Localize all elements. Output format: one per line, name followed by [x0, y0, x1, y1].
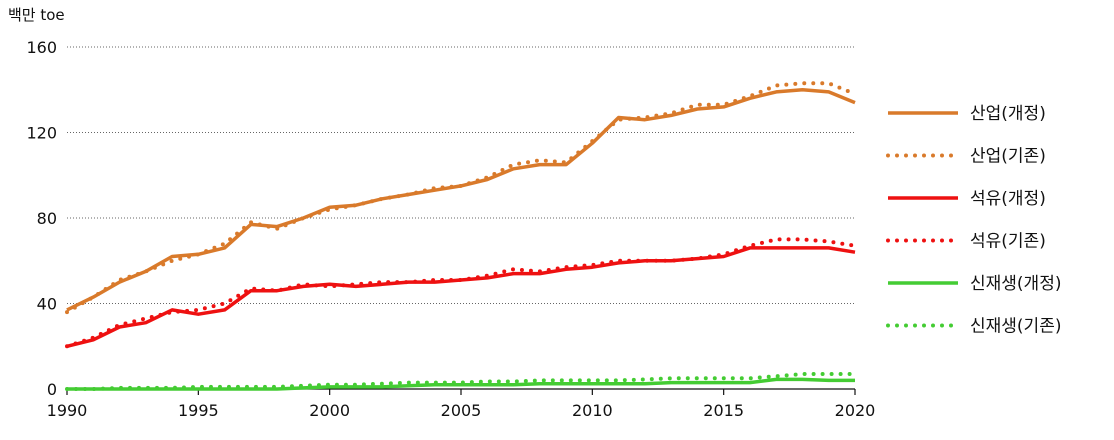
legend-label-5: 신재생(개정) — [970, 274, 1061, 294]
x-axis: 1990 1995 2000 2005 2010 2015 2020 — [47, 388, 876, 420]
y-tick-label: 40 — [37, 295, 57, 314]
y-tick-label: 160 — [26, 38, 57, 57]
x-tick-label: 2010 — [572, 401, 613, 420]
legend: 산업(개정) 산업(기존) 석유(개정) 석유(기존) 신재생(개정) 신재생(기존) — [886, 104, 1061, 337]
x-tick-label: 1990 — [47, 401, 88, 420]
x-tick-label: 1995 — [178, 401, 219, 420]
series-line-4 — [65, 237, 857, 349]
legend-label-4: 석유(기존) — [970, 232, 1046, 252]
y-tick-label: 0 — [47, 380, 57, 399]
y-tick-label: 80 — [37, 209, 57, 228]
x-tick-label: 2015 — [703, 401, 744, 420]
legend-label-3: 석유(개정) — [970, 189, 1046, 209]
legend-label-6: 신재생(기존) — [970, 317, 1061, 337]
legend-label-1: 산업(개정) — [970, 104, 1046, 124]
x-tick-label: 2005 — [441, 401, 482, 420]
series-lines — [65, 81, 857, 391]
y-tick-labels: 0 40 80 120 160 — [26, 38, 57, 399]
series-line-1 — [66, 88, 856, 312]
series-line-2 — [65, 81, 857, 315]
grid-lines — [67, 46, 855, 304]
x-tick-label: 2020 — [835, 401, 876, 420]
series-line-6 — [65, 372, 857, 391]
series-line-5 — [67, 377, 855, 391]
y-axis-unit-label: 백만 toe — [8, 6, 65, 24]
series-line-3 — [66, 246, 856, 348]
y-tick-label: 120 — [26, 124, 57, 143]
x-tick-label: 2000 — [309, 401, 350, 420]
legend-label-2: 산업(기존) — [970, 147, 1046, 167]
